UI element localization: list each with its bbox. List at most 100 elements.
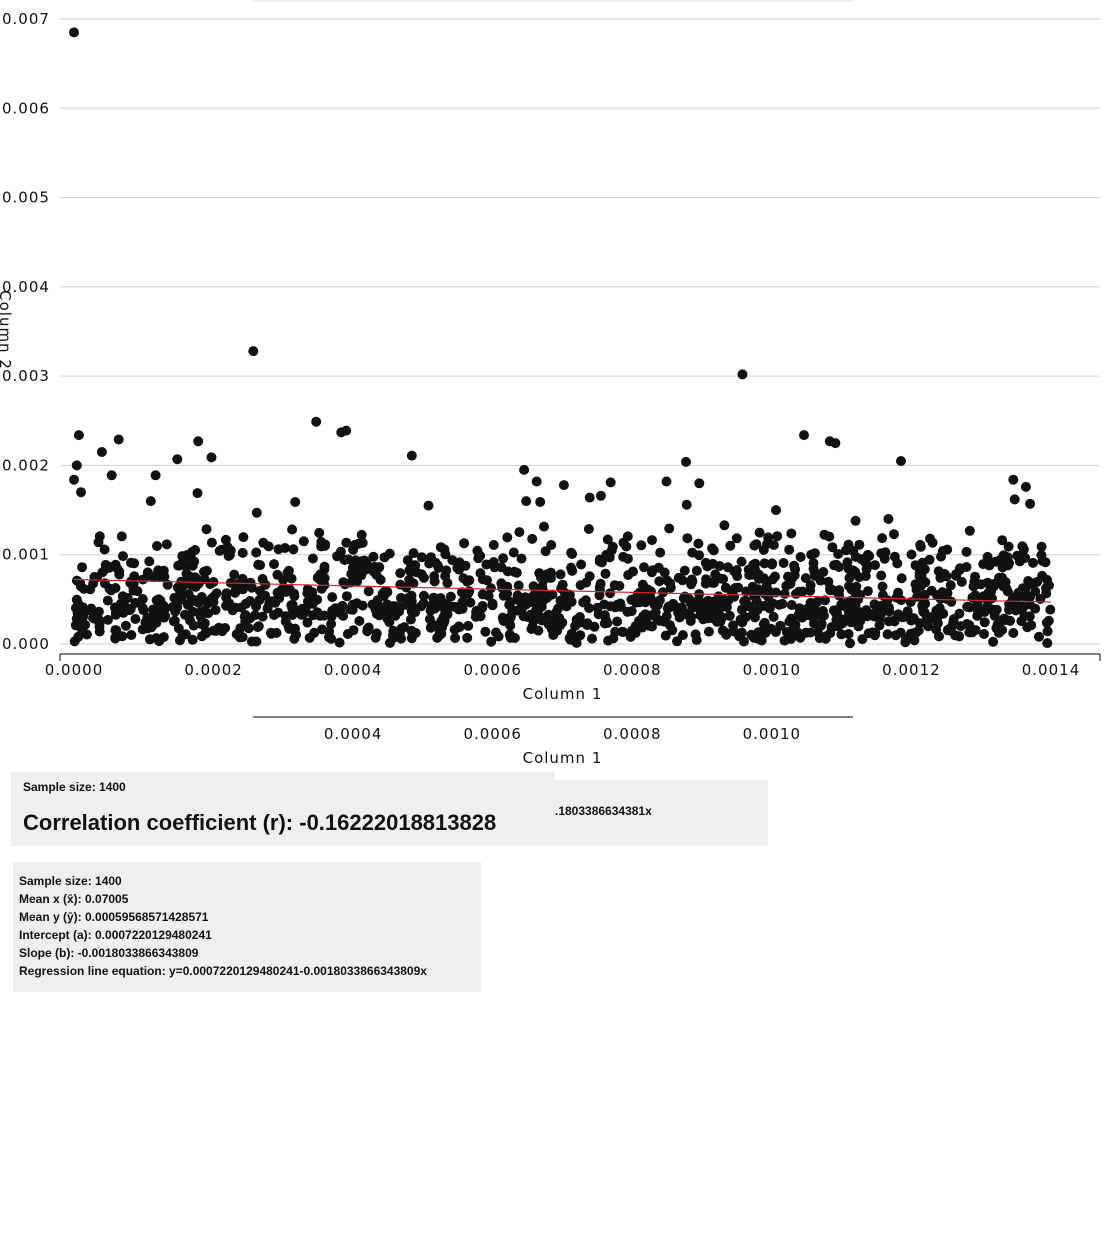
data-point <box>454 564 465 575</box>
data-point <box>582 618 593 629</box>
data-point <box>805 585 816 596</box>
data-point <box>341 537 352 548</box>
data-point <box>197 608 208 619</box>
data-point <box>93 537 104 548</box>
data-point <box>841 545 851 556</box>
data-point <box>229 569 240 580</box>
data-point <box>1014 604 1025 615</box>
data-point <box>445 591 456 602</box>
data-point <box>584 571 595 582</box>
data-point <box>877 533 888 544</box>
data-point <box>662 575 673 586</box>
data-point <box>1030 586 1041 597</box>
data-point <box>302 617 313 628</box>
ghost-x-tick-label: 0.0008 <box>603 725 662 743</box>
data-point <box>749 564 760 575</box>
data-point <box>584 603 595 614</box>
data-point <box>600 568 611 579</box>
data-point <box>1008 628 1019 638</box>
data-point <box>594 590 605 601</box>
data-point <box>125 603 136 614</box>
data-point <box>926 585 937 596</box>
data-point <box>113 434 124 445</box>
y-axis-title: Column 2 <box>0 290 14 370</box>
regression-line-group <box>73 578 1052 603</box>
data-point <box>351 598 362 609</box>
data-point <box>96 447 107 457</box>
data-point <box>511 567 522 578</box>
data-point <box>272 569 283 580</box>
data-point <box>395 579 406 590</box>
data-point <box>427 600 437 611</box>
data-point <box>593 609 604 620</box>
data-point <box>347 562 358 573</box>
data-point <box>546 540 557 550</box>
data-point <box>1026 620 1037 631</box>
data-point <box>733 582 744 593</box>
x-tick-label: 0.0000 <box>45 661 104 679</box>
data-point <box>809 548 820 559</box>
data-point <box>827 585 838 596</box>
data-point <box>654 576 665 587</box>
data-point <box>685 597 696 608</box>
data-point <box>326 611 337 622</box>
data-point <box>612 616 623 627</box>
data-point <box>557 617 568 628</box>
data-point <box>584 492 595 503</box>
data-point <box>239 611 250 622</box>
data-point <box>605 601 616 612</box>
data-point <box>509 633 520 643</box>
data-point <box>172 454 183 465</box>
data-point <box>1013 588 1024 598</box>
data-point <box>262 603 273 614</box>
data-point <box>758 544 769 555</box>
data-point <box>137 574 148 585</box>
data-point <box>880 547 891 558</box>
data-point <box>257 611 268 622</box>
data-point <box>521 496 532 507</box>
data-point <box>1024 611 1035 622</box>
data-point <box>384 617 395 628</box>
data-point <box>536 572 546 583</box>
data-point <box>697 609 708 620</box>
data-point <box>1034 631 1044 642</box>
x-tick-label: 0.0012 <box>882 661 941 679</box>
data-point <box>116 531 127 542</box>
data-point <box>566 628 577 639</box>
data-point <box>856 611 867 622</box>
data-point <box>725 540 736 551</box>
data-point <box>487 600 498 611</box>
data-point <box>251 547 262 558</box>
data-point <box>102 595 113 606</box>
data-point <box>477 601 488 611</box>
data-point <box>453 603 464 614</box>
data-point <box>661 476 672 487</box>
data-point <box>842 557 853 568</box>
data-point <box>334 637 345 648</box>
data-point <box>1041 617 1052 628</box>
ghost-x-axis: 0.0004 0.0006 0.0008 0.0010 <box>253 716 853 743</box>
data-point <box>786 528 797 539</box>
data-point <box>221 588 232 599</box>
data-point <box>312 594 323 605</box>
data-point <box>864 551 875 561</box>
data-point <box>982 551 993 562</box>
data-point <box>197 631 207 642</box>
data-point <box>78 583 89 594</box>
data-point <box>627 625 637 636</box>
data-point <box>751 596 762 607</box>
data-point <box>639 562 649 573</box>
data-point <box>118 551 128 562</box>
data-point <box>602 618 613 629</box>
data-point <box>759 558 770 569</box>
data-point <box>69 474 79 485</box>
data-point <box>235 632 245 643</box>
data-point <box>361 558 372 569</box>
data-point <box>694 550 705 561</box>
data-point <box>672 636 682 647</box>
data-point <box>161 539 172 550</box>
summary-box-front: Sample size: 1400 Correlation coefficien… <box>11 772 555 846</box>
data-point <box>575 580 586 591</box>
data-point <box>691 565 702 576</box>
data-point <box>794 586 805 597</box>
